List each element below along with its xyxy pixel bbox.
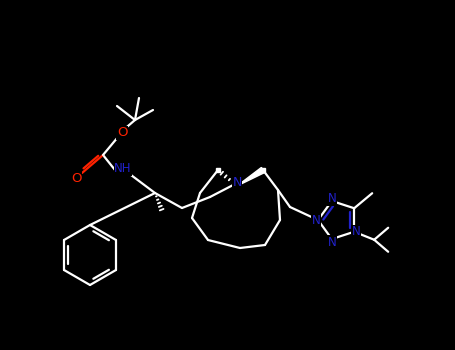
Text: N: N — [233, 176, 242, 189]
Text: NH: NH — [114, 162, 132, 175]
Text: O: O — [71, 172, 81, 184]
Polygon shape — [237, 167, 264, 186]
Text: O: O — [117, 126, 127, 140]
Text: N: N — [328, 236, 336, 248]
Text: N: N — [328, 193, 336, 205]
Text: N: N — [352, 225, 360, 238]
Text: N: N — [312, 214, 320, 226]
